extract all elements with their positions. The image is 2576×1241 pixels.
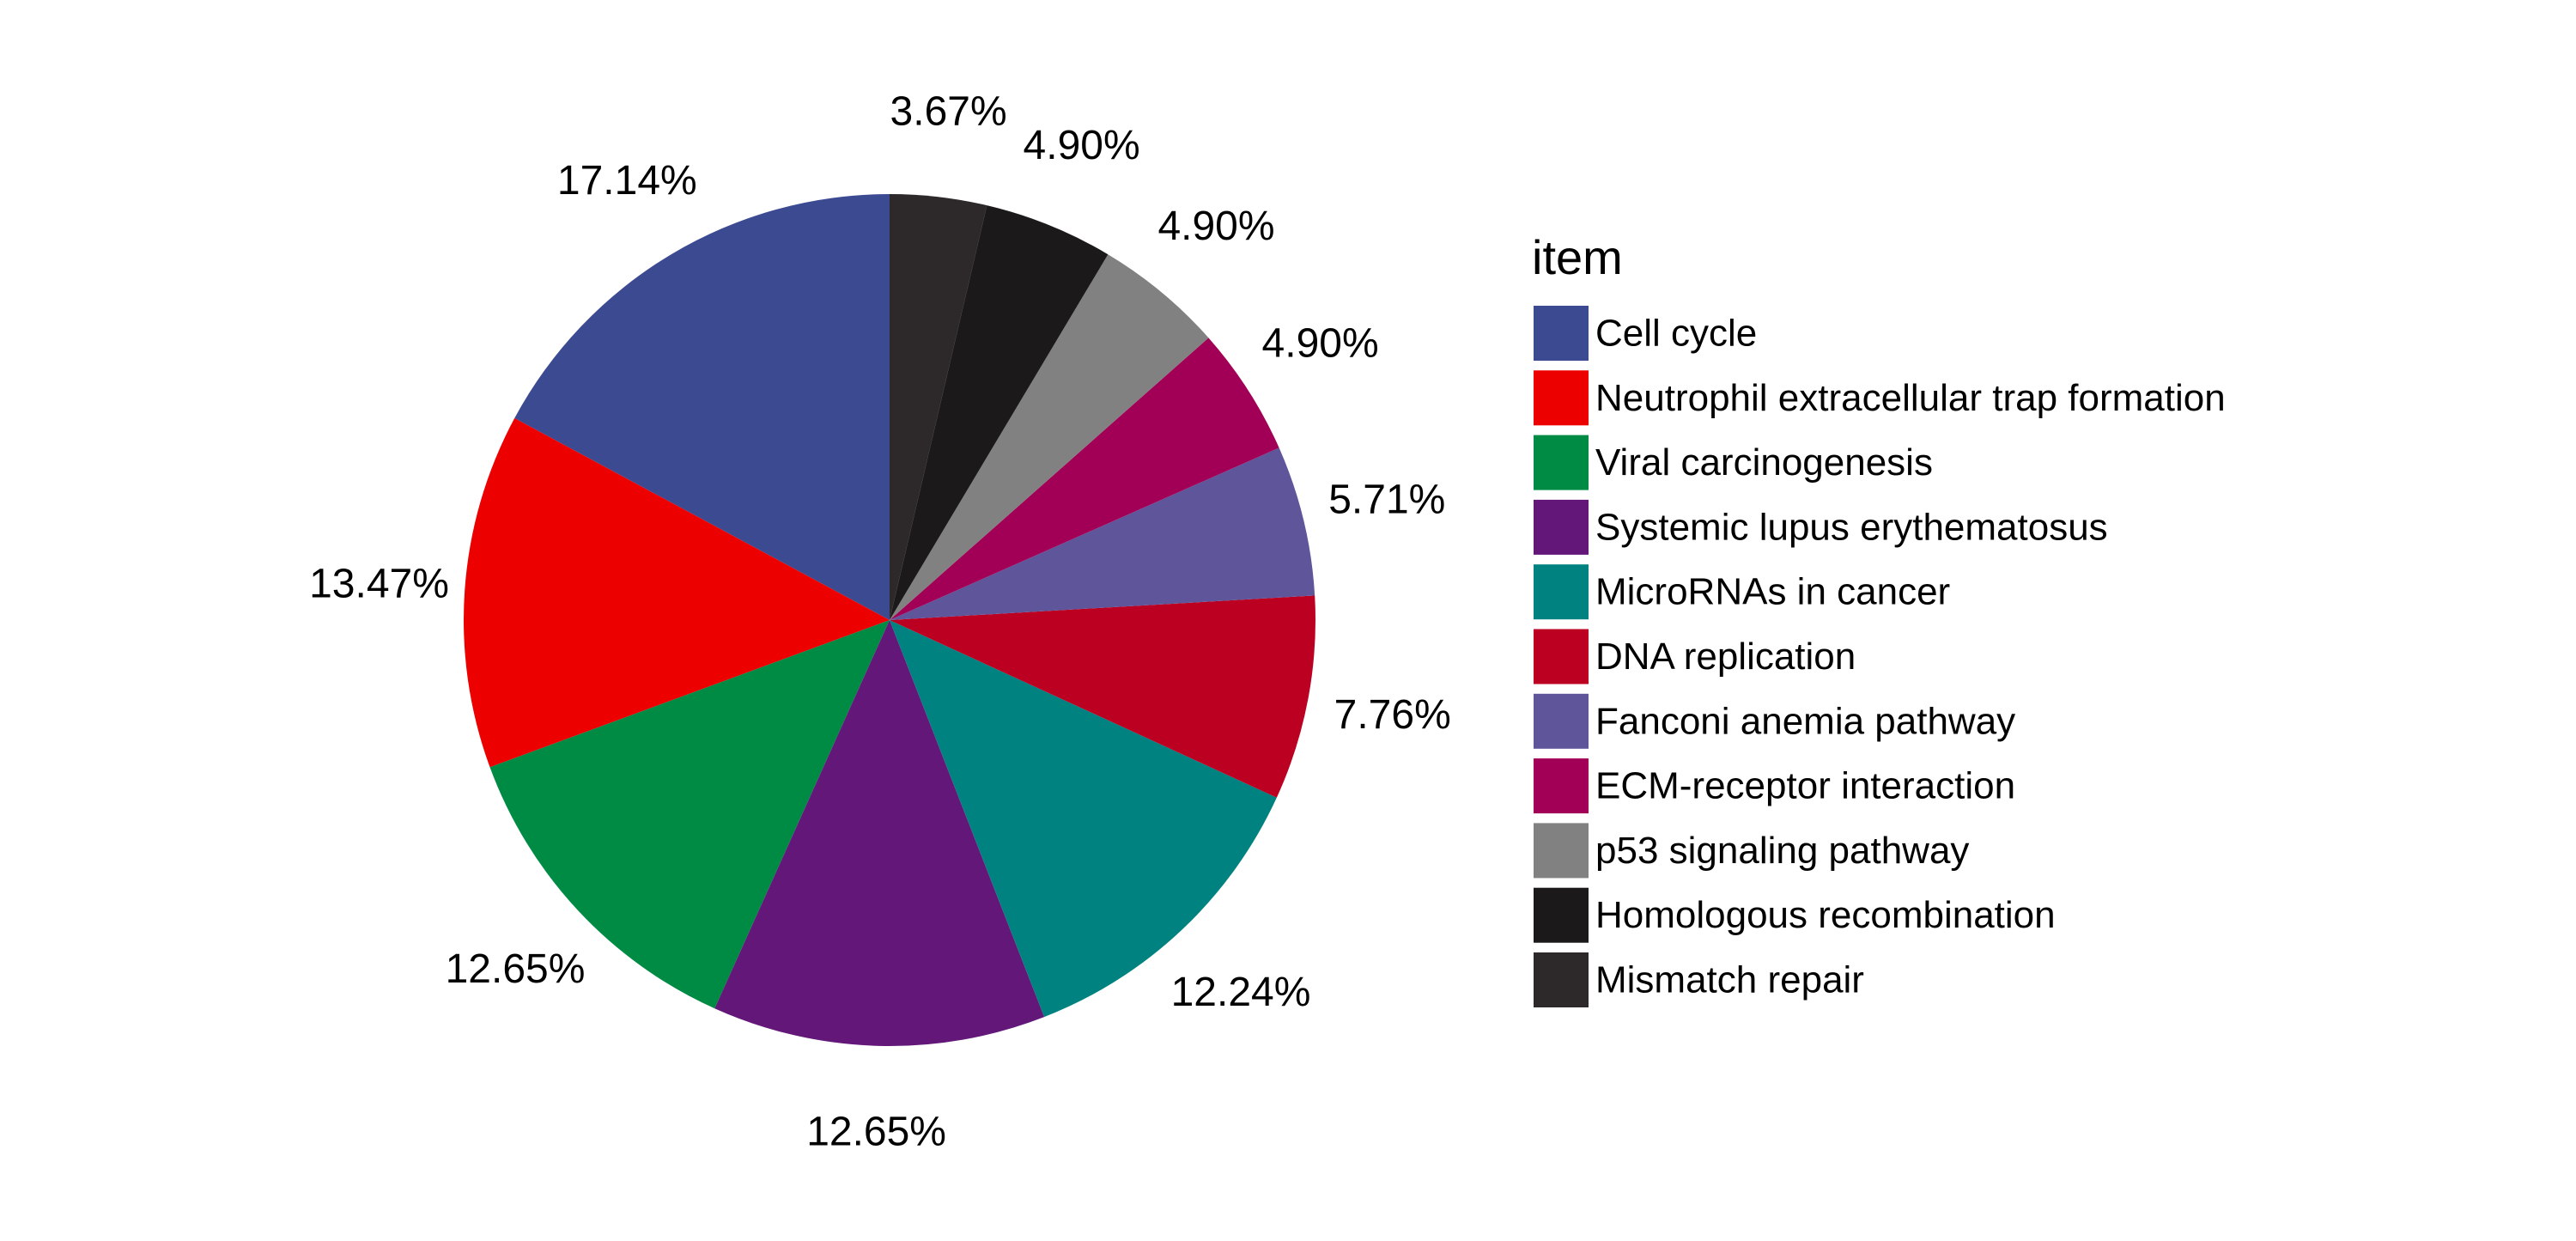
legend-label: Mismatch repair bbox=[1595, 959, 1864, 1001]
legend-key bbox=[1534, 435, 1589, 490]
legend-label: p53 signaling pathway bbox=[1595, 830, 1969, 872]
legend-label: Viral carcinogenesis bbox=[1595, 441, 1933, 484]
slice-value-label: 12.65% bbox=[806, 1109, 946, 1154]
slice-value-label: 7.76% bbox=[1334, 692, 1451, 738]
pie-slice bbox=[890, 205, 1109, 620]
legend-key bbox=[1534, 693, 1589, 749]
legend-label: Neutrophil extracellular trap formation bbox=[1595, 377, 2226, 419]
pie-slice bbox=[890, 338, 1279, 620]
legend-key bbox=[1534, 823, 1589, 879]
legend-label: ECM-receptor interaction bbox=[1595, 765, 2015, 807]
pie-slice bbox=[714, 620, 1045, 1046]
legend-key bbox=[1534, 306, 1589, 361]
pie-slice bbox=[890, 194, 987, 620]
legend-label: Homologous recombination bbox=[1595, 894, 2056, 936]
legend-key bbox=[1534, 887, 1589, 943]
legend-label: DNA replication bbox=[1595, 636, 1856, 678]
slice-value-label: 4.90% bbox=[1262, 321, 1379, 367]
legend: item Cell cycle Neutrophil extracellular … bbox=[1532, 230, 2226, 1007]
legend-label: Cell cycle bbox=[1595, 313, 1757, 355]
slice-value-label: 5.71% bbox=[1328, 478, 1445, 523]
slice-value-label: 4.90% bbox=[1024, 123, 1140, 168]
pie-slice bbox=[890, 620, 1277, 1018]
slice-value-label: 13.47% bbox=[309, 562, 449, 607]
pie-slice bbox=[890, 595, 1316, 798]
pie-slice bbox=[464, 417, 890, 768]
pie-slice bbox=[890, 254, 1209, 620]
slice-value-label: 4.90% bbox=[1157, 204, 1274, 249]
legend-label: Fanconi anemia pathway bbox=[1595, 700, 2015, 742]
legend-key bbox=[1534, 952, 1589, 1007]
pie-slice bbox=[890, 447, 1315, 620]
legend-key bbox=[1534, 370, 1589, 426]
legend-items: Cell cycle Neutrophil extracellular trap … bbox=[1534, 306, 2226, 1007]
legend-label: Systemic lupus erythematosus bbox=[1595, 506, 2108, 548]
slice-value-label: 3.67% bbox=[890, 89, 1007, 135]
legend-key bbox=[1534, 629, 1589, 684]
legend-key bbox=[1534, 564, 1589, 620]
slice-value-label: 12.65% bbox=[446, 946, 586, 992]
slice-value-label: 12.24% bbox=[1171, 970, 1311, 1015]
pie-slice-labels: 17.14% 13.47% 12.65% 12.65% 12.24% 7.76% 5.71%… bbox=[309, 89, 1451, 1155]
legend-key bbox=[1534, 499, 1589, 555]
pie-slice bbox=[514, 194, 890, 620]
legend-key bbox=[1534, 758, 1589, 814]
slice-value-label: 17.14% bbox=[557, 158, 697, 204]
pie-slice bbox=[489, 620, 890, 1009]
legend-title: item bbox=[1532, 230, 1623, 284]
legend-label: MicroRNAs in cancer bbox=[1595, 571, 1950, 613]
pie-slices bbox=[464, 194, 1316, 1046]
